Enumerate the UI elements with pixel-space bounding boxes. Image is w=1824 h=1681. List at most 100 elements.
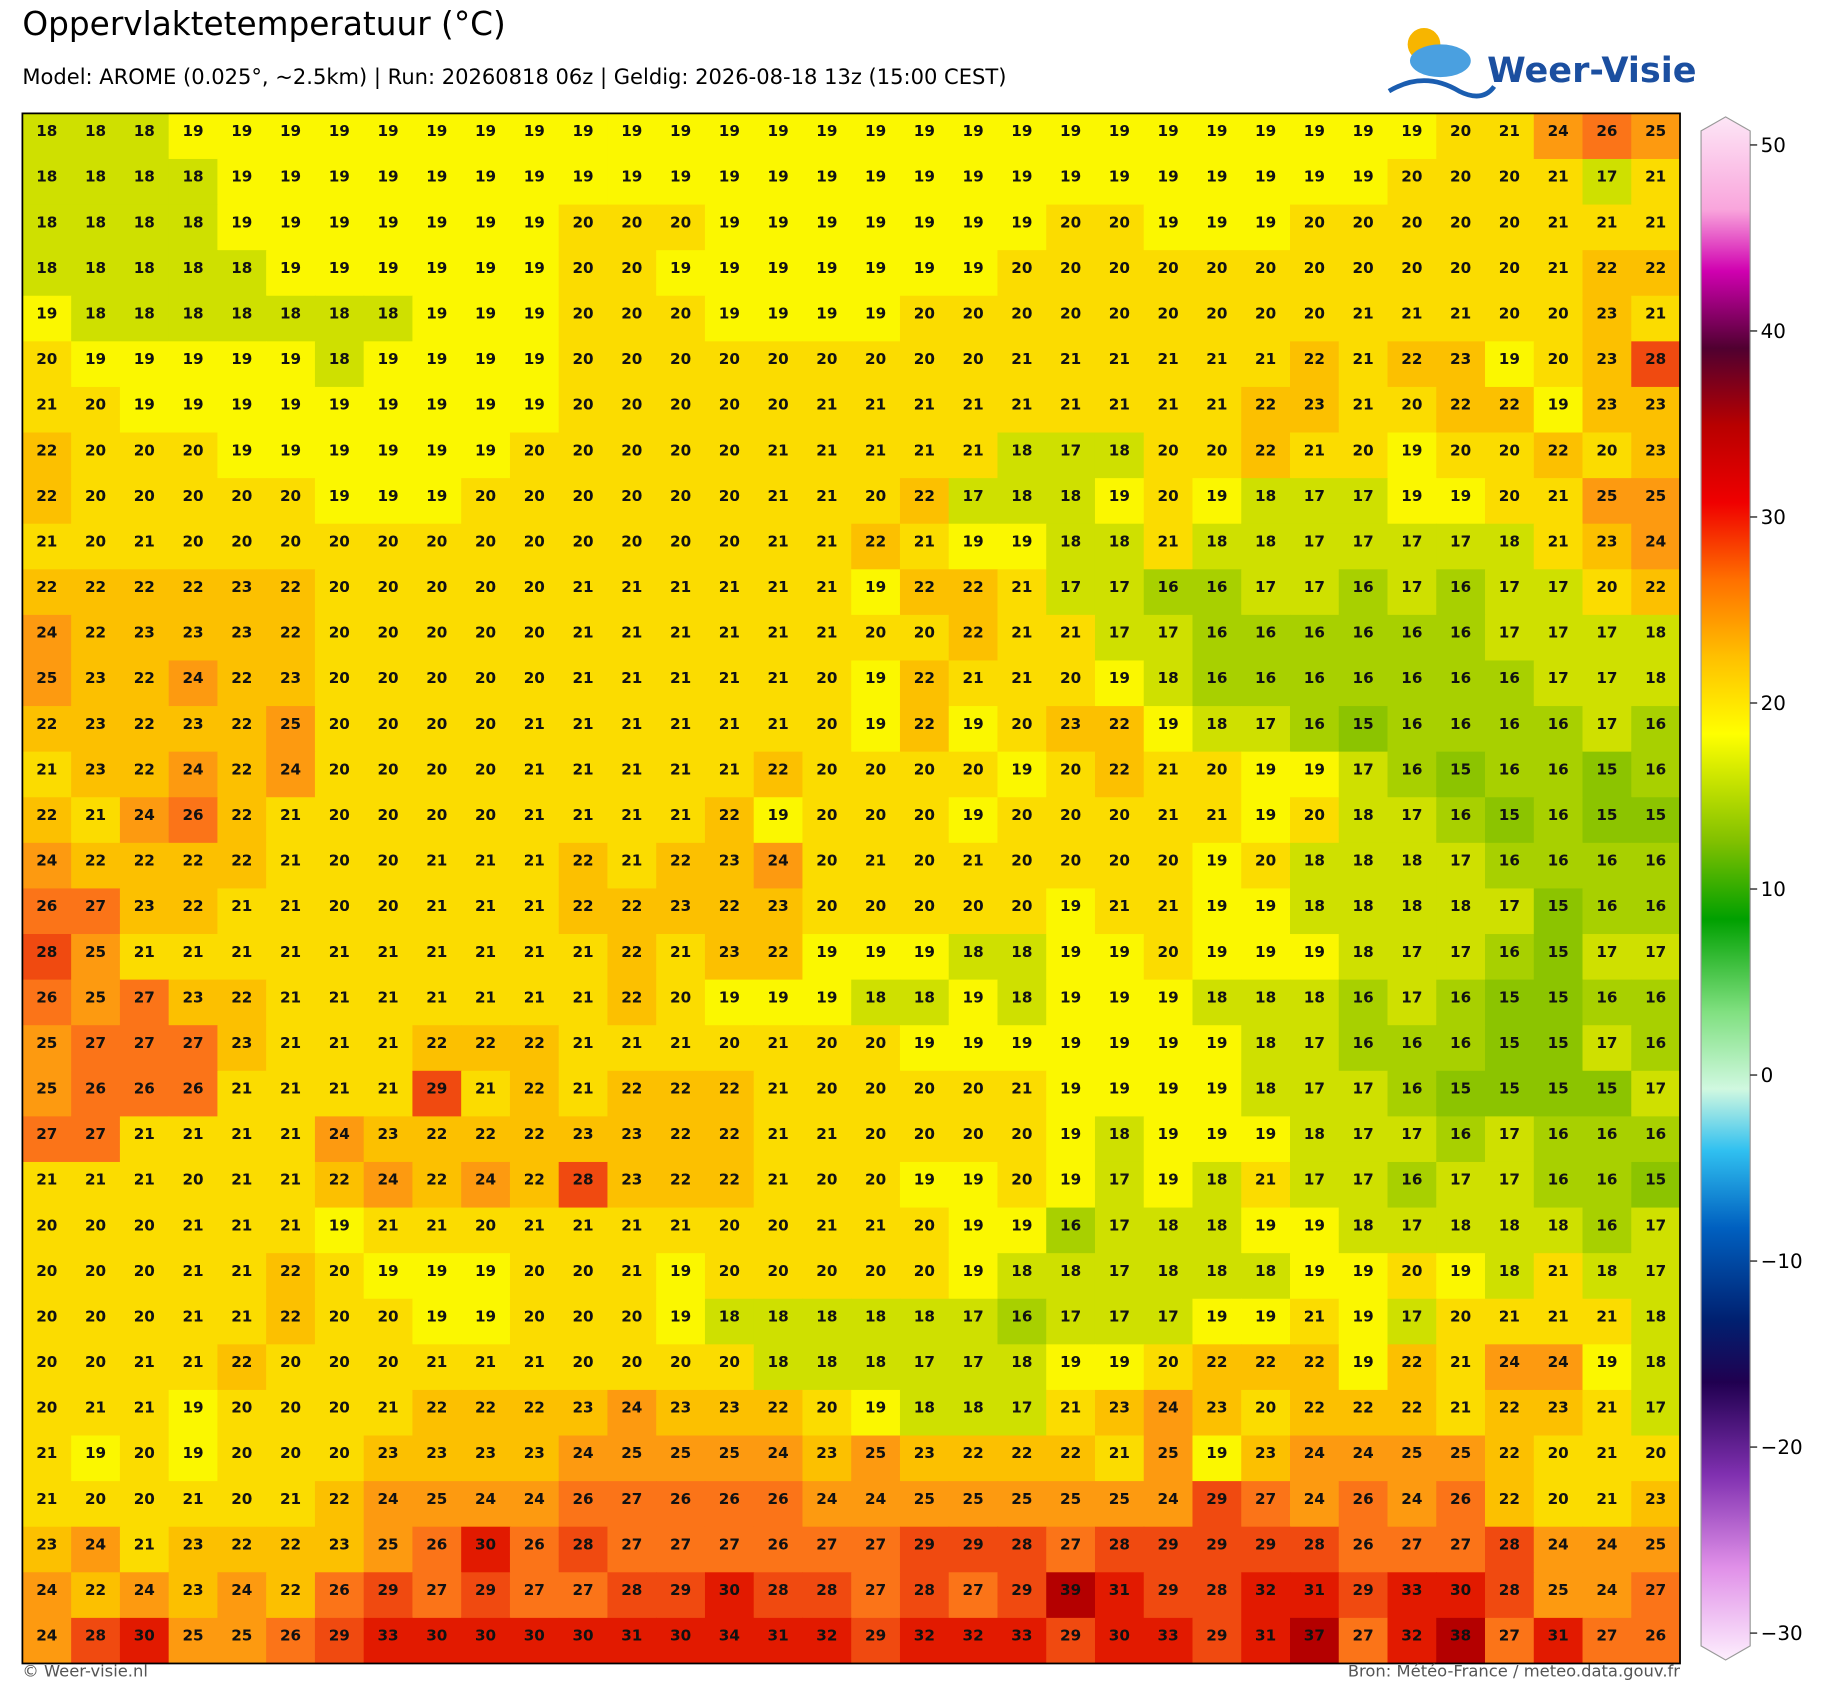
- temp-label: 22: [914, 487, 935, 505]
- temp-label: 22: [670, 1125, 691, 1143]
- temp-label: 21: [1060, 350, 1081, 368]
- temp-cell: [1192, 934, 1242, 981]
- temp-label: 16: [1499, 760, 1520, 778]
- temp-label: 17: [1401, 1216, 1422, 1234]
- temp-cell: [509, 295, 560, 342]
- temp-label: 23: [231, 624, 252, 642]
- temp-cell: [266, 1389, 316, 1437]
- temp-label: 19: [768, 988, 789, 1006]
- temp-cell: [266, 158, 316, 206]
- temp-label: 17: [1304, 532, 1325, 550]
- temp-label: 20: [719, 350, 740, 368]
- temp-cell: [704, 1207, 755, 1254]
- temp-label: 25: [231, 1627, 252, 1645]
- temp-label: 27: [865, 1581, 886, 1599]
- temp-label: 21: [816, 578, 837, 596]
- temp-label: 21: [670, 806, 691, 824]
- temp-cell: [412, 1070, 462, 1117]
- temp-cell: [948, 1025, 999, 1072]
- temp-cell: [1338, 1070, 1389, 1117]
- temp-cell: [22, 1253, 72, 1300]
- temp-label: 19: [1206, 168, 1227, 186]
- temp-label: 19: [1158, 1080, 1179, 1098]
- temp-cell: [802, 1435, 852, 1482]
- temp-label: 20: [621, 396, 642, 414]
- temp-label: 25: [621, 1444, 642, 1462]
- temp-label: 21: [621, 578, 642, 596]
- temp-label: 19: [426, 396, 447, 414]
- temp-cell: [168, 1526, 219, 1573]
- temp-cell: [71, 934, 121, 981]
- temp-cell: [1241, 569, 1291, 616]
- temp-label: 21: [963, 852, 984, 870]
- temp-label: 16: [1401, 624, 1422, 642]
- temp-label: 19: [377, 122, 398, 140]
- temp-label: 18: [1060, 487, 1081, 505]
- temp-label: 18: [36, 259, 57, 277]
- temp-cell: [1046, 250, 1096, 297]
- temp-cell: [217, 523, 267, 570]
- temp-cell: [997, 614, 1047, 662]
- temp-cell: [1338, 1116, 1389, 1163]
- temp-cell: [851, 1253, 901, 1300]
- temp-cell: [217, 1617, 267, 1665]
- temp-label: 21: [1353, 350, 1374, 368]
- temp-cell: [851, 341, 901, 388]
- temp-cell: [1582, 478, 1632, 525]
- temp-label: 23: [329, 1535, 350, 1553]
- temp-label: 20: [524, 487, 545, 505]
- temp-cell: [1387, 660, 1437, 707]
- temp-cell: [1046, 1481, 1096, 1528]
- temp-label: 22: [1401, 1353, 1422, 1371]
- temp-label: 30: [1109, 1627, 1130, 1645]
- temp-label: 19: [1401, 487, 1422, 505]
- temp-cell: [71, 1161, 121, 1209]
- temp-label: 17: [1548, 624, 1569, 642]
- temp-label: 20: [134, 441, 155, 459]
- temp-label: 29: [1206, 1490, 1227, 1508]
- temp-cell: [997, 386, 1047, 434]
- temp-cell: [1289, 660, 1340, 707]
- temp-cell: [997, 113, 1047, 160]
- temp-cell: [1387, 1161, 1437, 1209]
- temp-label: 18: [134, 259, 155, 277]
- temp-label: 21: [1645, 304, 1666, 322]
- temp-label: 30: [475, 1535, 496, 1553]
- temp-cell: [1289, 478, 1340, 525]
- temp-label: 21: [231, 1262, 252, 1280]
- temp-cell: [1046, 341, 1096, 388]
- temp-cell: [997, 797, 1047, 844]
- temp-label: 29: [329, 1627, 350, 1645]
- temp-label: 21: [1109, 897, 1130, 915]
- temp-cell: [558, 660, 609, 707]
- temp-cell: [1533, 1526, 1584, 1573]
- temp-label: 21: [475, 988, 496, 1006]
- temp-label: 19: [1255, 760, 1276, 778]
- temp-cell: [997, 1389, 1047, 1437]
- temp-cell: [314, 523, 365, 570]
- temp-label: 21: [865, 1216, 886, 1234]
- temp-label: 20: [134, 1216, 155, 1234]
- temp-cell: [948, 341, 999, 388]
- temp-label: 20: [1304, 304, 1325, 322]
- temp-label: 22: [280, 1535, 301, 1553]
- temp-label: 22: [134, 760, 155, 778]
- temp-label: 21: [1109, 396, 1130, 414]
- temp-cell: [1485, 478, 1535, 525]
- temp-cell: [1485, 158, 1535, 206]
- temp-cell: [71, 386, 121, 434]
- temp-cell: [1485, 1116, 1535, 1163]
- temp-label: 19: [1255, 1307, 1276, 1325]
- temp-label: 21: [1304, 1307, 1325, 1325]
- temp-cell: [899, 706, 950, 753]
- temp-label: 26: [524, 1535, 545, 1553]
- temp-cell: [851, 478, 901, 525]
- temp-label: 20: [1206, 441, 1227, 459]
- temp-cell: [1338, 432, 1389, 479]
- temp-label: 20: [1401, 168, 1422, 186]
- temp-label: 20: [231, 1490, 252, 1508]
- temp-cell: [71, 250, 121, 297]
- temp-label: 17: [1596, 624, 1617, 642]
- temp-label: 21: [475, 1353, 496, 1371]
- temp-cell: [363, 569, 414, 616]
